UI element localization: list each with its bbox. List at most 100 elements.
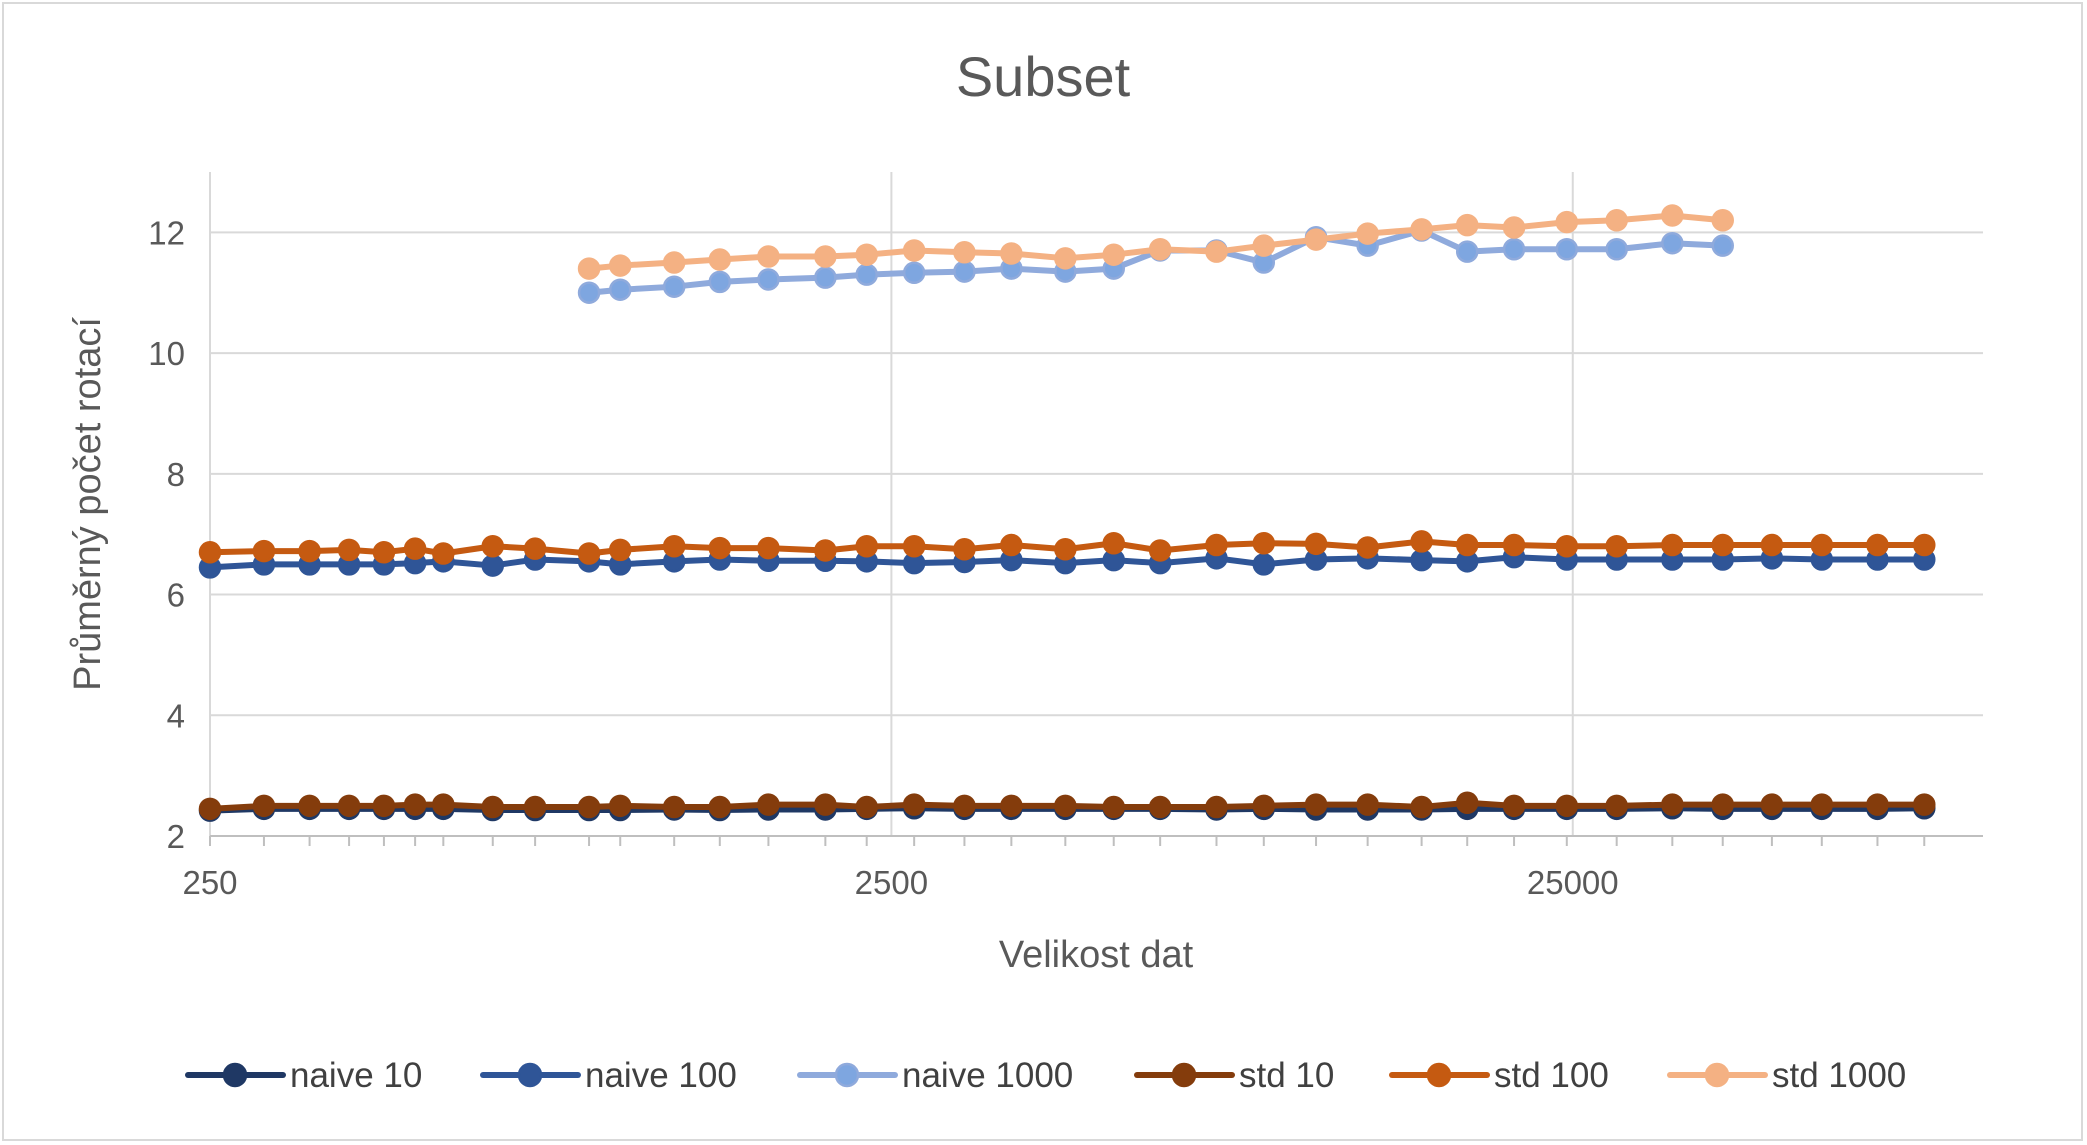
data-point — [855, 535, 878, 558]
data-point — [1356, 793, 1379, 816]
legend-marker — [1704, 1062, 1730, 1088]
data-point — [662, 795, 686, 819]
data-point — [662, 275, 686, 298]
data-point — [953, 260, 976, 283]
data-point — [252, 539, 276, 563]
data-point — [1304, 532, 1328, 556]
data-point — [1760, 533, 1784, 557]
data-point — [662, 251, 686, 274]
data-point — [1711, 793, 1734, 816]
chart-title: Subset — [956, 45, 1131, 108]
data-point — [1661, 204, 1684, 227]
data-point — [1102, 531, 1125, 555]
data-point — [1410, 795, 1433, 819]
legend-item: naive 100 — [480, 1056, 737, 1095]
legend-label: std 10 — [1239, 1056, 1334, 1095]
data-point — [1455, 213, 1479, 237]
legend-label: std 100 — [1494, 1056, 1609, 1095]
data-point — [1810, 533, 1834, 557]
grid — [209, 172, 1983, 846]
data-point — [432, 542, 455, 565]
y-axis-title: Průměrný počet rotací — [67, 317, 109, 691]
data-point — [1054, 538, 1077, 561]
y-tick-label: 8 — [167, 456, 185, 493]
data-point — [1356, 222, 1379, 245]
data-point — [523, 537, 547, 560]
data-point — [1410, 548, 1433, 572]
data-point — [1866, 793, 1889, 816]
data-point — [1205, 240, 1228, 263]
data-point — [298, 539, 321, 563]
series-std-10 — [198, 791, 1936, 821]
data-point — [481, 554, 505, 577]
data-point — [403, 793, 427, 816]
data-point — [1148, 539, 1172, 562]
data-point — [523, 795, 547, 819]
data-point — [953, 241, 976, 264]
data-point — [1455, 791, 1479, 815]
data-point — [198, 797, 222, 821]
legend-label: std 1000 — [1772, 1056, 1906, 1095]
legend-item: naive 10 — [185, 1056, 422, 1095]
data-point — [902, 239, 926, 262]
data-point — [403, 537, 427, 560]
legend-item: std 1000 — [1667, 1056, 1906, 1095]
legend-item: std 10 — [1134, 1056, 1334, 1095]
x-tick-label: 2500 — [855, 864, 928, 901]
data-point — [814, 793, 837, 816]
data-point — [1455, 240, 1479, 263]
data-point — [1605, 535, 1628, 558]
legend-marker — [517, 1062, 543, 1088]
data-point — [1000, 242, 1023, 265]
data-point — [902, 535, 926, 558]
data-point — [1054, 247, 1077, 270]
data-point — [372, 794, 396, 818]
data-point — [1502, 533, 1526, 557]
tick-labels: 2 4 6 8 10 12 250 2500 25000 — [148, 214, 1618, 901]
series-std-100 — [198, 530, 1936, 565]
data-point — [1000, 794, 1023, 818]
y-tick-label: 2 — [167, 818, 185, 855]
data-point — [481, 535, 505, 558]
data-point — [1252, 234, 1276, 257]
data-point — [608, 794, 632, 818]
y-tick-label: 6 — [167, 577, 185, 614]
legend-marker — [1426, 1062, 1452, 1088]
data-point — [1102, 795, 1125, 819]
data-point — [337, 794, 361, 818]
data-point — [608, 254, 632, 277]
data-point — [1102, 243, 1125, 266]
data-point — [814, 245, 837, 268]
data-point — [855, 263, 878, 286]
data-point — [757, 245, 780, 268]
data-point — [757, 268, 780, 291]
data-point — [608, 278, 632, 301]
legend: naive 10 naive 100 naive 1000 std 10 std 100… — [185, 1056, 1906, 1095]
y-tick-label: 4 — [167, 697, 185, 734]
data-point — [902, 793, 926, 816]
data-point — [1455, 533, 1479, 557]
data-point — [1555, 535, 1579, 558]
data-point — [198, 541, 222, 564]
data-point — [757, 536, 780, 560]
data-point — [662, 535, 686, 558]
data-point — [1252, 531, 1276, 555]
data-point — [1605, 209, 1628, 232]
data-point — [372, 541, 396, 564]
data-point — [481, 795, 505, 819]
x-tick-label: 25000 — [1527, 864, 1619, 901]
y-tick-label: 10 — [148, 335, 185, 372]
data-point — [708, 795, 732, 819]
legend-label: naive 1000 — [902, 1056, 1073, 1095]
data-point — [1304, 793, 1328, 816]
data-point — [1555, 794, 1579, 818]
data-point — [1356, 536, 1379, 559]
legend-item: std 100 — [1389, 1056, 1609, 1095]
y-tick-label: 12 — [148, 214, 185, 251]
data-point — [1711, 234, 1734, 257]
data-point — [1661, 793, 1684, 816]
data-point — [1205, 795, 1228, 819]
data-point — [432, 793, 455, 816]
data-point — [855, 795, 878, 819]
